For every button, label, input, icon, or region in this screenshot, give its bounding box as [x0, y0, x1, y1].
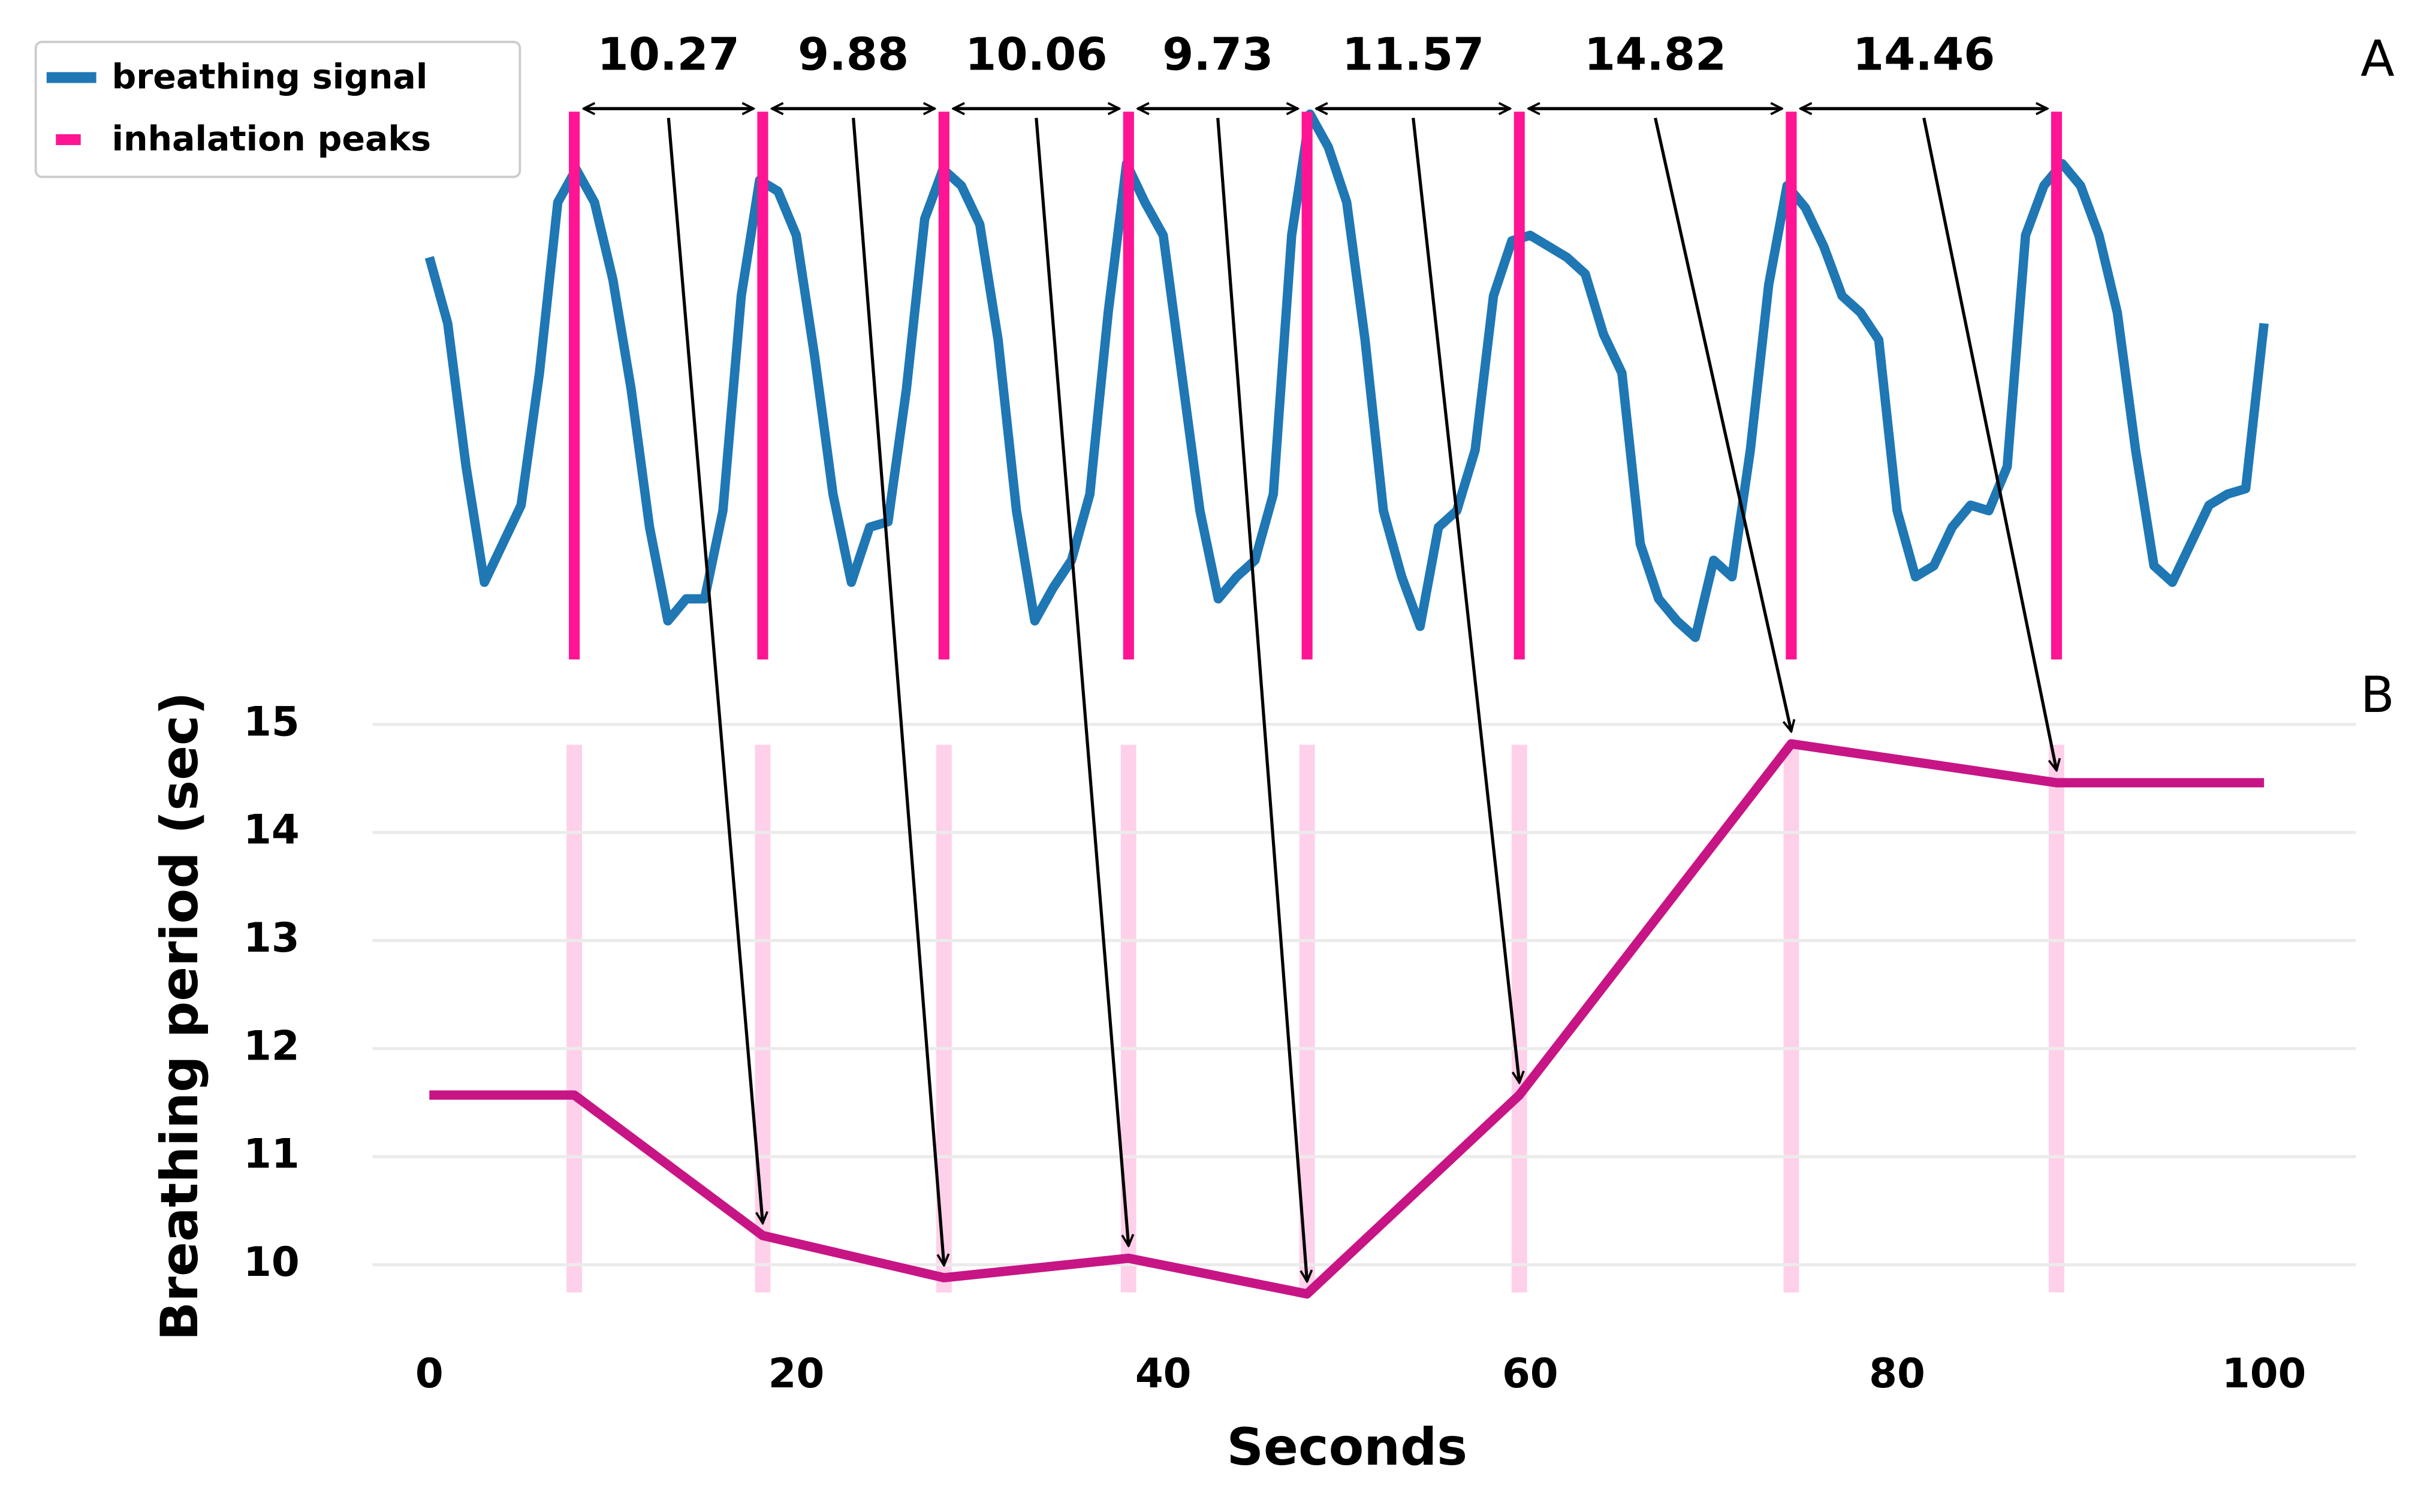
y-tick-label: 10 [243, 1239, 300, 1285]
interval-label: 11.57 [1342, 28, 1484, 80]
x-tick-label: 80 [1869, 1350, 1925, 1397]
x-tick-label: 100 [2222, 1350, 2306, 1397]
legend-label: inhalation peaks [111, 119, 431, 159]
link-arrow [852, 117, 944, 1266]
link-arrow [1216, 117, 1307, 1282]
link-arrow [1654, 117, 1792, 732]
y-tick-label: 15 [243, 698, 300, 745]
y-tick-label: 12 [243, 1022, 300, 1069]
interval-label: 9.73 [1162, 28, 1273, 80]
link-arrow [667, 117, 762, 1223]
x-tick-label: 60 [1502, 1350, 1558, 1397]
interval-label: 14.82 [1584, 28, 1726, 80]
interval-label: 10.06 [965, 28, 1107, 80]
breathing-signal [424, 109, 2269, 642]
x-tick-label: 20 [768, 1350, 825, 1397]
y-tick-label: 11 [243, 1131, 300, 1178]
legend-box [34, 40, 521, 179]
x-tick-label: 40 [1135, 1350, 1192, 1397]
legend-label: breathing signal [111, 58, 427, 97]
link-arrow [1412, 117, 1519, 1083]
interval-label: 9.88 [798, 28, 909, 80]
x-axis-label: Seconds [1227, 1418, 1468, 1477]
panel-label: B [2360, 666, 2395, 724]
link-arrow [1035, 117, 1129, 1246]
link-arrow [1922, 117, 2057, 771]
y-tick-label: 14 [243, 807, 300, 853]
interval-label: 14.46 [1853, 28, 1995, 80]
x-tick-label: 0 [415, 1350, 444, 1397]
interval-label: 10.27 [598, 28, 740, 80]
breathing-period-line [429, 739, 2265, 1299]
y-axis-label: Breathing period (sec) [150, 692, 210, 1341]
panel-label: A [2360, 29, 2395, 87]
y-tick-label: 13 [243, 915, 300, 961]
